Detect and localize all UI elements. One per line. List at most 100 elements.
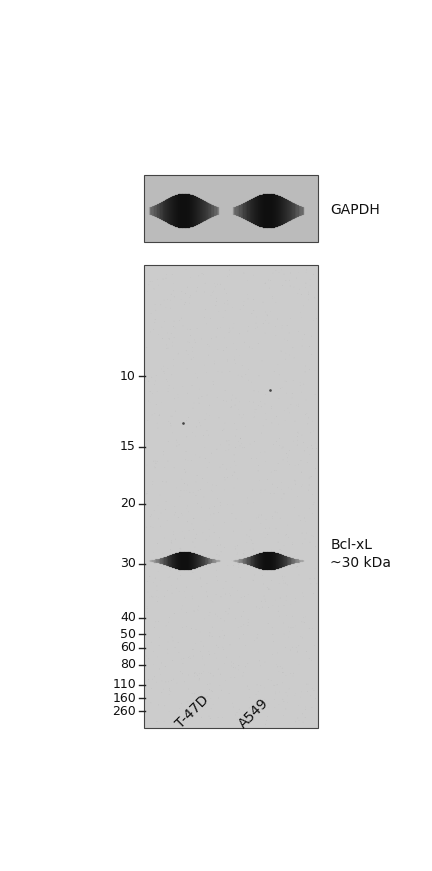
Point	[177, 665, 184, 679]
Point	[295, 324, 302, 338]
Point	[161, 314, 168, 328]
Point	[206, 523, 213, 537]
Point	[204, 678, 211, 692]
Point	[262, 455, 269, 469]
Point	[231, 353, 238, 367]
Point	[199, 690, 206, 704]
Point	[297, 305, 304, 319]
Point	[175, 510, 181, 524]
Point	[204, 589, 211, 603]
Point	[295, 711, 302, 725]
Point	[226, 268, 233, 282]
Point	[196, 415, 203, 429]
Point	[256, 654, 263, 668]
Point	[186, 485, 193, 499]
Point	[229, 498, 236, 512]
Point	[245, 496, 251, 510]
Point	[146, 570, 153, 584]
Point	[195, 391, 202, 405]
Point	[300, 299, 307, 313]
Point	[171, 606, 178, 620]
Point	[181, 483, 187, 497]
Point	[256, 562, 263, 576]
Point	[254, 678, 260, 692]
Point	[265, 582, 272, 596]
Point	[144, 585, 151, 599]
Point	[279, 441, 286, 455]
Point	[157, 574, 164, 588]
Point	[228, 671, 235, 685]
Point	[194, 697, 201, 711]
Point	[264, 309, 271, 323]
Point	[280, 577, 287, 591]
Point	[298, 454, 305, 468]
Point	[216, 630, 223, 644]
Point	[154, 595, 161, 609]
Point	[291, 501, 298, 515]
Point	[183, 619, 190, 633]
Point	[226, 686, 232, 700]
Point	[213, 587, 219, 601]
Point	[196, 672, 203, 685]
Point	[275, 417, 282, 431]
Point	[221, 657, 228, 671]
Point	[146, 395, 153, 409]
Point	[220, 582, 227, 596]
Point	[269, 510, 276, 523]
Text: 160: 160	[112, 692, 136, 705]
Point	[184, 322, 191, 336]
Point	[172, 532, 179, 546]
Point	[191, 540, 198, 554]
Point	[298, 311, 305, 325]
Point	[211, 646, 218, 660]
Point	[245, 373, 252, 387]
Point	[210, 284, 217, 298]
Point	[286, 458, 293, 472]
Point	[199, 267, 206, 280]
Point	[213, 570, 220, 584]
Point	[282, 640, 289, 654]
Point	[257, 693, 264, 707]
Point	[143, 341, 150, 354]
Point	[152, 303, 159, 317]
Point	[303, 526, 310, 540]
Point	[277, 343, 284, 357]
Point	[299, 707, 306, 721]
Point	[220, 344, 227, 358]
Point	[217, 496, 224, 510]
Point	[168, 578, 175, 592]
Point	[185, 505, 192, 519]
Point	[165, 332, 172, 346]
Point	[295, 713, 302, 727]
Point	[266, 521, 273, 535]
Point	[297, 630, 304, 644]
Point	[207, 288, 214, 302]
Point	[178, 602, 185, 616]
Point	[284, 402, 291, 415]
Point	[280, 665, 286, 679]
Point	[191, 333, 198, 347]
Point	[159, 331, 166, 345]
Point	[232, 465, 238, 479]
Point	[201, 612, 208, 626]
Point	[294, 559, 301, 573]
Point	[268, 550, 275, 564]
Point	[187, 271, 194, 285]
Point	[272, 687, 279, 701]
Point	[226, 365, 233, 379]
Point	[163, 619, 170, 633]
Point	[193, 667, 200, 681]
Point	[199, 649, 206, 663]
Point	[194, 603, 201, 617]
Point	[196, 673, 203, 687]
Point	[295, 554, 302, 568]
Point	[270, 437, 277, 451]
Point	[251, 405, 258, 419]
Point	[174, 572, 181, 586]
Point	[197, 625, 203, 639]
Point	[283, 685, 289, 699]
Point	[256, 473, 263, 487]
Point	[285, 620, 292, 634]
Point	[283, 589, 290, 603]
Point	[175, 645, 182, 659]
